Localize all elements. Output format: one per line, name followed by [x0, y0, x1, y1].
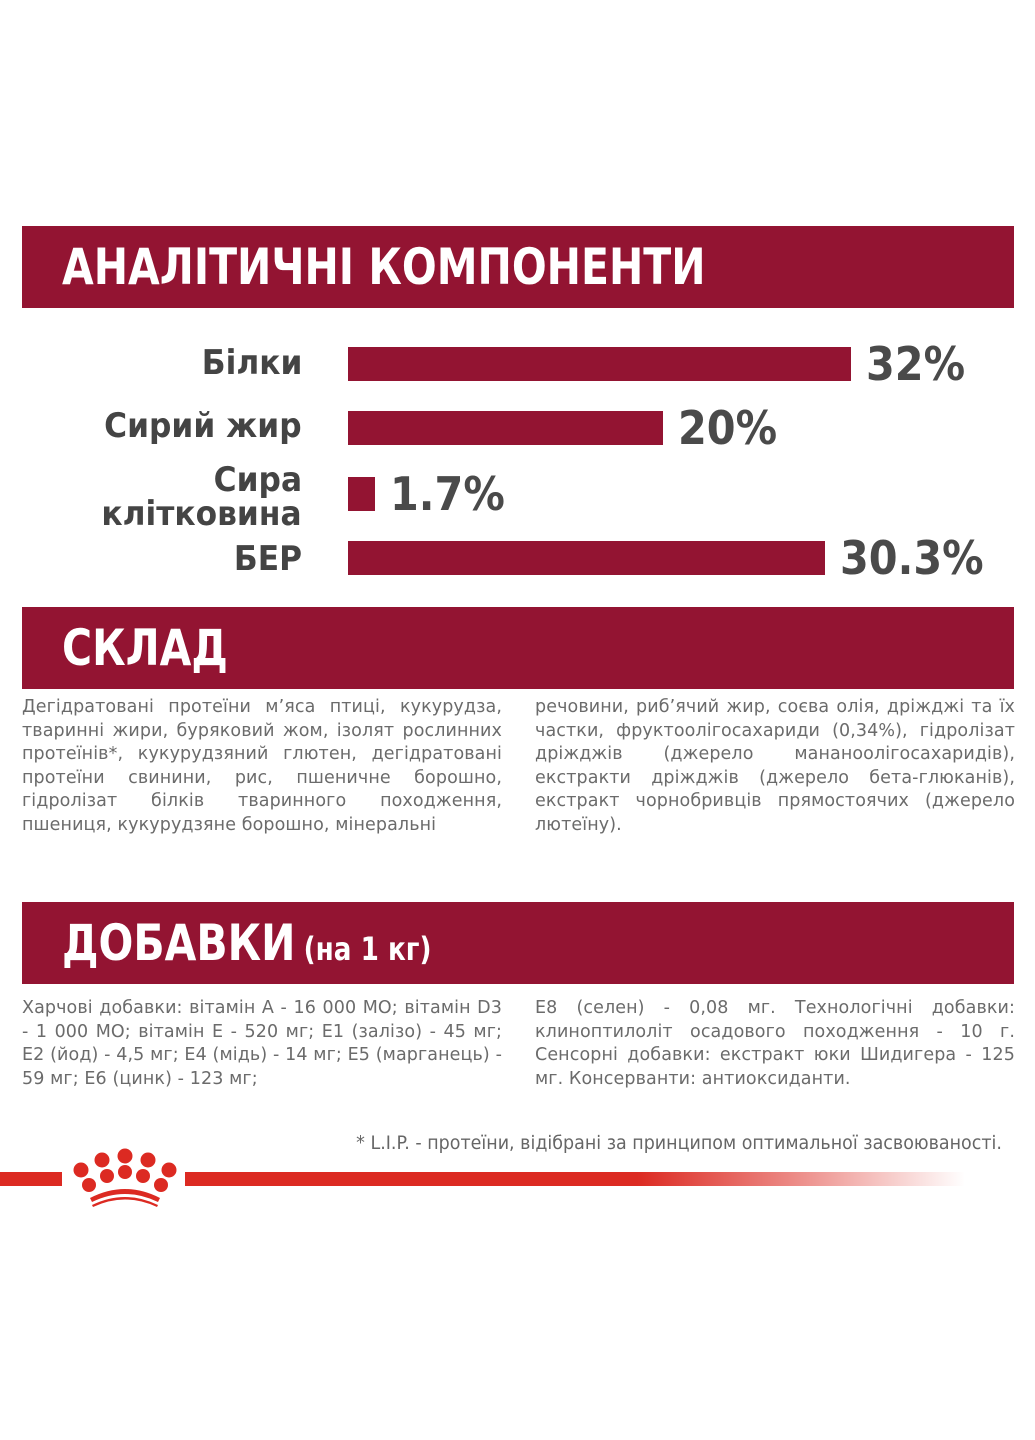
- bar-protein: [348, 347, 851, 381]
- label-crude-fiber-line2: клітковина: [101, 494, 302, 534]
- analytical-components-header: АНАЛІТИЧНІ КОМПОНЕНТИ: [22, 226, 1014, 308]
- value-protein: 32%: [866, 337, 966, 391]
- label-nfe: БЕР: [233, 539, 302, 579]
- analytical-components-title: АНАЛІТИЧНІ КОМПОНЕНТИ: [62, 238, 706, 296]
- crown-icon: [73, 1148, 177, 1207]
- value-crude-fiber: 1.7%: [390, 467, 505, 521]
- composition-text-left: Дегідратовані протеїни м’яса птиці, куку…: [22, 697, 502, 835]
- value-nfe: 30.3%: [840, 531, 984, 585]
- composition-title: СКЛАД: [62, 619, 228, 677]
- label-crude-fiber-line1: Сира: [213, 460, 302, 500]
- additives-header: ДОБАВКИ (на 1 кг): [22, 902, 1014, 984]
- composition-header: СКЛАД: [22, 607, 1014, 689]
- bar-crude-fiber: [348, 477, 375, 511]
- footnote: * L.I.P. - протеїни, відібрані за принци…: [356, 1132, 1002, 1154]
- additives-subtitle: (на 1 кг): [303, 930, 432, 968]
- composition-text-right: речовини, риб’ячий жир, соєва олія, дріж…: [535, 697, 1015, 835]
- bar-crude-fat: [348, 411, 663, 445]
- label-crude-fat: Сирий жир: [104, 406, 302, 446]
- additives-text-right: Е8 (селен) - 0,08 мг. Технологічні добав…: [535, 998, 1015, 1089]
- additives-text-left: Харчові добавки: вітамін А - 16 000 МО; …: [22, 998, 502, 1089]
- value-crude-fat: 20%: [678, 401, 778, 455]
- bar-nfe: [348, 541, 825, 575]
- additives-title: ДОБАВКИ: [62, 914, 296, 972]
- brand-line-left: [0, 1172, 62, 1186]
- additives-title-wrap: ДОБАВКИ (на 1 кг): [62, 914, 431, 972]
- brand-line-right: [185, 1172, 965, 1186]
- label-protein: Білки: [201, 343, 302, 383]
